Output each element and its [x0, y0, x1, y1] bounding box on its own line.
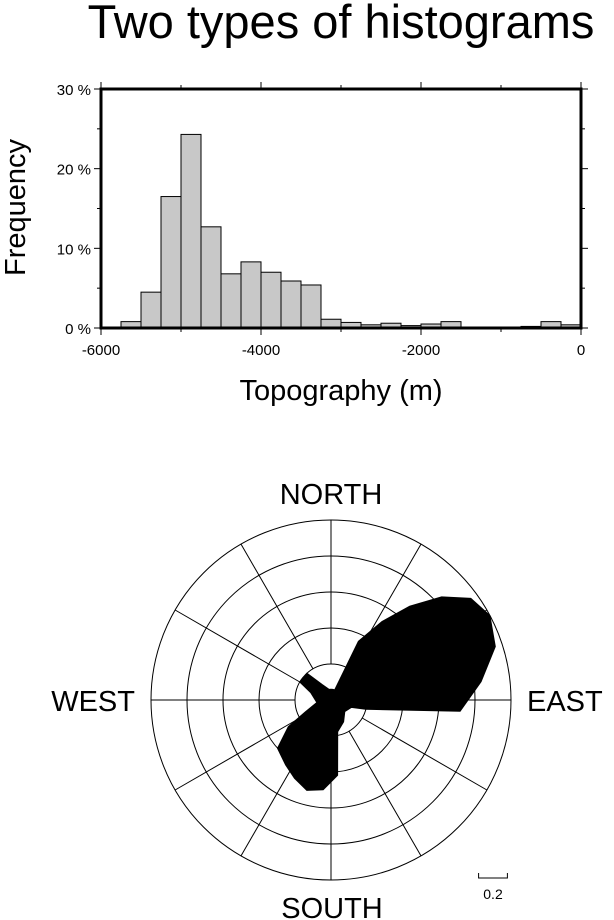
histogram-bar: [260, 271, 282, 329]
histogram-bar: [180, 133, 202, 329]
rose-spoke: [361, 717, 488, 791]
rose-diagram: NORTH SOUTH EAST WEST 0.2: [51, 479, 603, 920]
rose-north-label: NORTH: [280, 479, 383, 511]
rose-spoke: [348, 730, 422, 857]
histogram-bar: [280, 280, 302, 329]
rose-west-label: WEST: [51, 686, 135, 718]
histogram-bars: [120, 133, 582, 329]
y-tick-label: 10 %: [57, 241, 91, 258]
histogram-chart: -6000 -4000 -2000 0 0 % 10 % 20 % 30 % Topograp…: [0, 82, 588, 407]
rose-spoke: [174, 717, 301, 791]
chart-title: Two types of histograms: [88, 0, 595, 48]
histogram-bar: [160, 196, 182, 329]
rose-petal-shape: [276, 596, 496, 791]
histogram-bar: [140, 291, 162, 329]
rose-spoke: [174, 609, 301, 683]
rose-scale-label: 0.2: [483, 886, 503, 902]
x-tick-label: -4000: [242, 342, 280, 359]
histogram-bar: [300, 284, 322, 329]
histogram-tick-labels: -6000 -4000 -2000 0 0 % 10 % 20 % 30 %: [57, 82, 585, 359]
histogram-y-axis-label: Frequency: [0, 138, 32, 276]
x-tick-label: -2000: [402, 342, 440, 359]
x-tick-label: 0: [577, 342, 585, 359]
histogram-frame: [99, 87, 583, 330]
rose-spoke: [240, 543, 314, 670]
rose-east-label: EAST: [527, 686, 603, 718]
histogram-bar: [220, 273, 242, 329]
y-tick-label: 20 %: [57, 162, 91, 179]
histogram-bar: [240, 261, 262, 329]
rose-scale-bar: [478, 873, 508, 879]
histogram-x-axis-label: Topography (m): [239, 375, 442, 407]
y-tick-label: 30 %: [57, 82, 91, 99]
histogram-bar: [200, 226, 222, 329]
rose-south-label: SOUTH: [281, 893, 383, 920]
x-tick-label: -6000: [82, 342, 120, 359]
y-tick-label: 0 %: [65, 321, 91, 338]
